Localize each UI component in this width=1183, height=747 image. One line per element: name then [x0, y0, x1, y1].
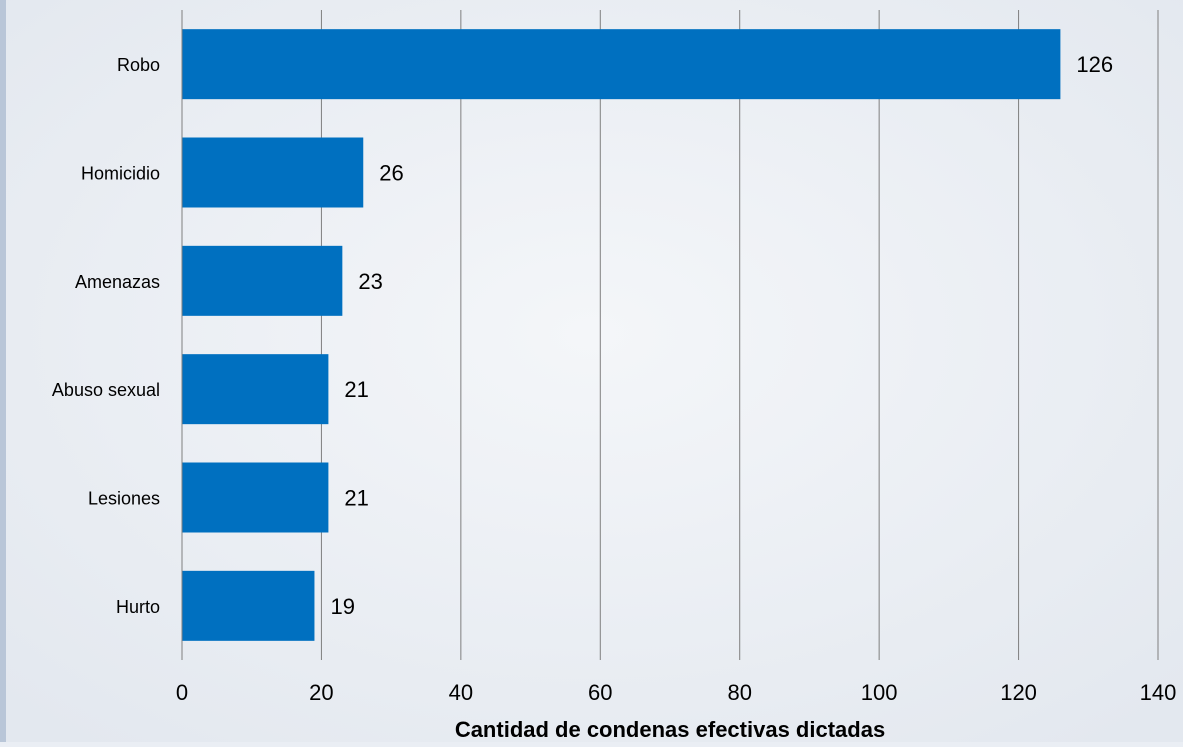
- x-tick-label: 140: [1140, 680, 1177, 705]
- data-label: 19: [330, 594, 354, 619]
- category-label: Homicidio: [81, 164, 160, 184]
- data-label: 26: [379, 161, 403, 186]
- data-label: 23: [358, 269, 382, 294]
- category-label: Abuso sexual: [52, 380, 160, 400]
- bar: [182, 462, 329, 533]
- bar: [182, 354, 329, 425]
- x-tick-label: 20: [309, 680, 333, 705]
- labels-layer: Robo 126 Homicidio 26 Amenazas 23 Abuso sexual…: [52, 52, 1113, 619]
- left-edge-strip: [0, 0, 6, 742]
- bar: [182, 245, 343, 316]
- x-tick-label: 80: [727, 680, 751, 705]
- bar: [182, 137, 364, 208]
- data-label: 126: [1076, 52, 1113, 77]
- grid-layer: [181, 10, 1159, 660]
- bar: [182, 29, 1061, 100]
- x-tick-label: 60: [588, 680, 612, 705]
- x-tick-label: 100: [861, 680, 898, 705]
- x-tick-label: 0: [176, 680, 188, 705]
- x-tick-label: 40: [449, 680, 473, 705]
- bars-layer: [182, 29, 1061, 641]
- category-label: Hurto: [116, 597, 160, 617]
- category-label: Robo: [117, 55, 160, 75]
- x-tick-label: 120: [1000, 680, 1037, 705]
- category-label: Amenazas: [75, 272, 160, 292]
- category-label: Lesiones: [88, 489, 160, 509]
- x-axis-title: Cantidad de condenas efectivas dictadas: [455, 717, 885, 742]
- bar: [182, 570, 315, 641]
- data-label: 21: [344, 377, 368, 402]
- axis-layer: 0 20 40 60 80 100 120 140: [176, 10, 1176, 705]
- data-label: 21: [344, 486, 368, 511]
